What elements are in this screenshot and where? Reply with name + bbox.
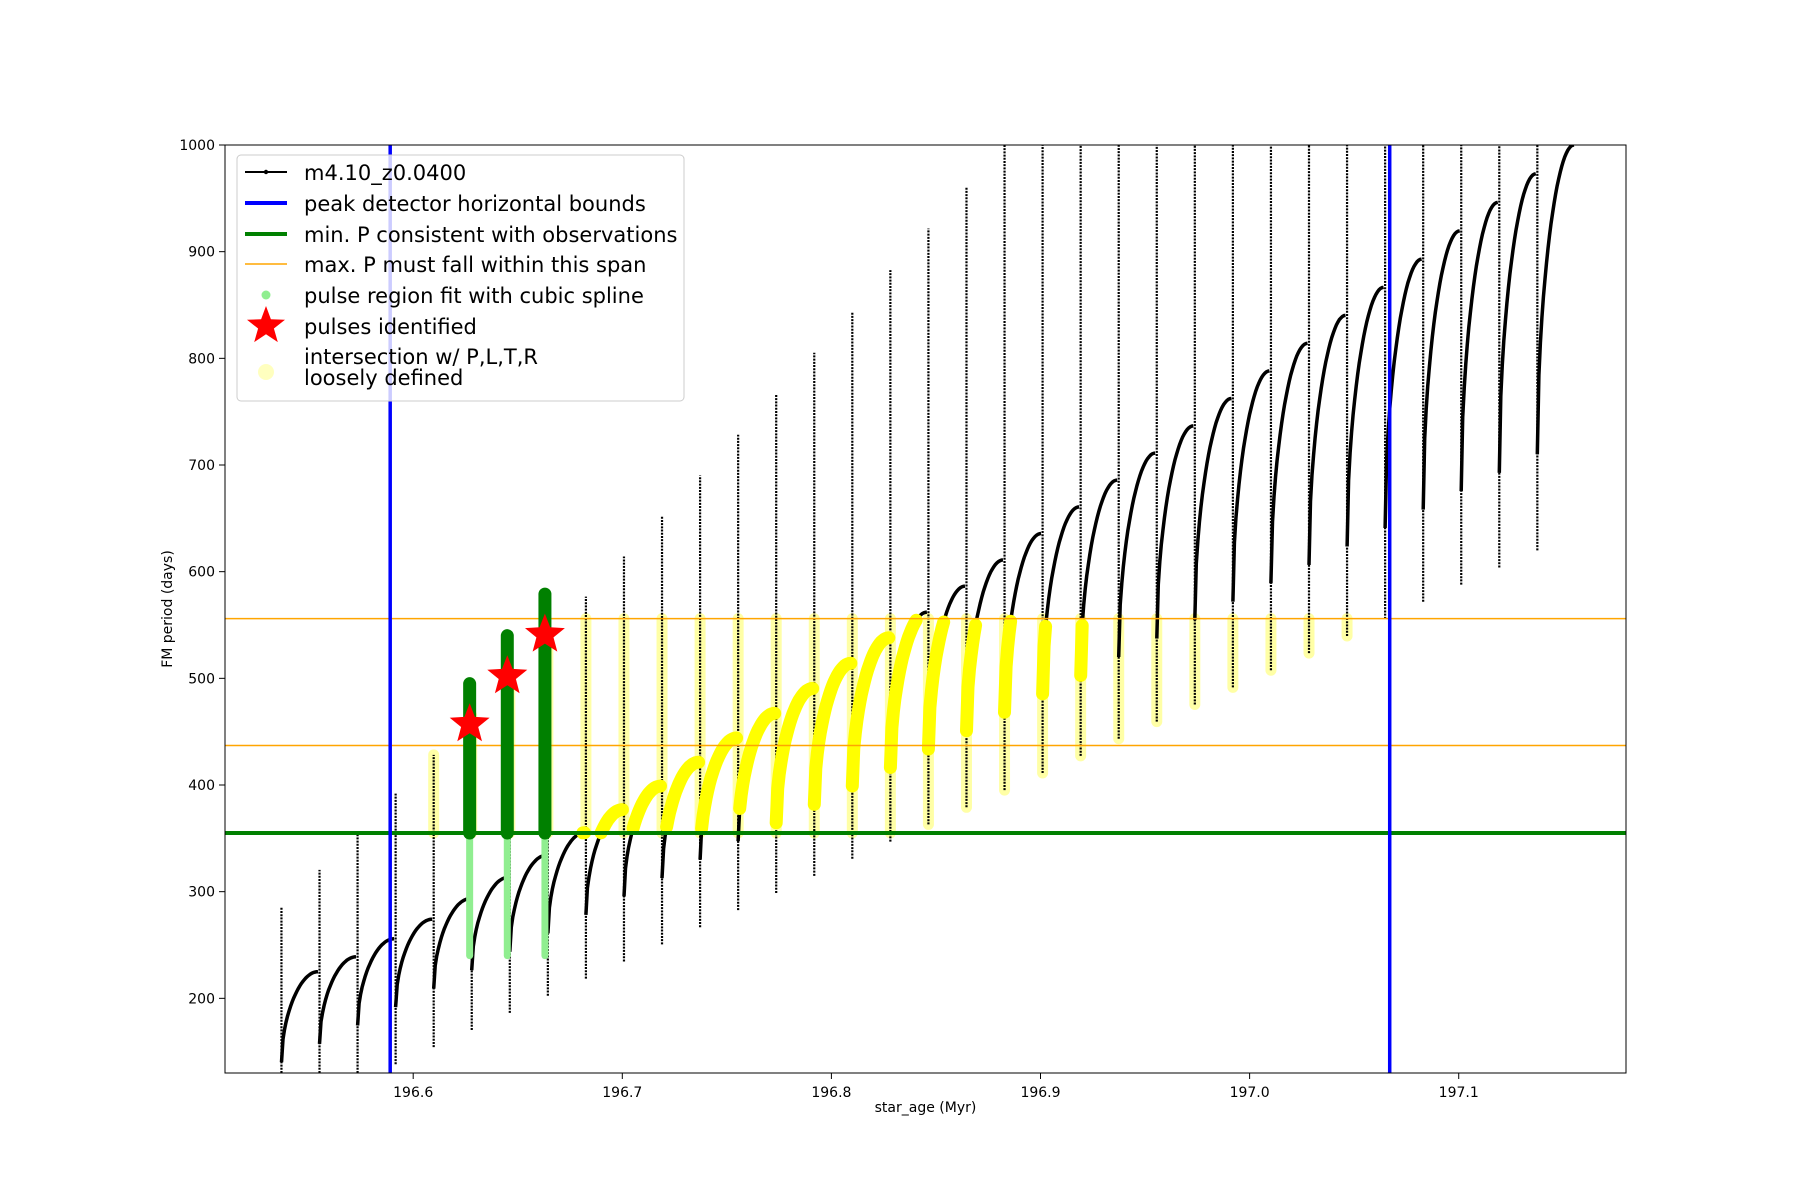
horizontal-lines: [225, 617, 1626, 835]
legend-entry-spline: pulse region fit with cubic spline: [261, 284, 644, 308]
x-axis-label: star_age (Myr): [875, 1100, 977, 1116]
track-segment: [393, 917, 433, 1008]
legend-entry-bounds: peak detector horizontal bounds: [245, 192, 646, 216]
x-tick-label: 196.8: [811, 1085, 851, 1101]
track-segment: [508, 853, 547, 952]
intersection-segment: [594, 803, 629, 840]
legend-label-track: m4.10_z0.0400: [304, 161, 466, 186]
intersection-segment: [695, 731, 744, 835]
track-segment: [431, 896, 471, 989]
intersection-segment: [733, 706, 782, 815]
track-segment: [317, 955, 357, 1045]
track-segment: [1421, 229, 1461, 510]
track-segment: [1535, 145, 1575, 455]
track-segment: [1497, 172, 1537, 473]
track-segment: [355, 937, 395, 1026]
x-tick-label: 196.7: [602, 1085, 642, 1101]
x-tick-label: 196.6: [393, 1085, 433, 1101]
track-segment: [1040, 505, 1080, 694]
legend-entry-stars: pulses identified: [247, 306, 477, 343]
legend-label-max-p: max. P must fall within this span: [304, 253, 646, 277]
track-segment: [469, 875, 509, 971]
legend-label-bounds: peak detector horizontal bounds: [304, 192, 646, 216]
y-tick-label: 700: [188, 458, 215, 474]
track-segment: [1078, 478, 1118, 676]
legend-entry-track: m4.10_z0.0400: [245, 161, 466, 186]
legend-entry-intersection: intersection w/ P,L,T,R loosely defined: [258, 345, 545, 390]
track-segment: [279, 969, 319, 1063]
y-axis-ticks: 200 300 400 500 600 700 800 900 1000: [179, 138, 225, 1007]
intersection-segment: [769, 682, 820, 830]
y-tick-label: 800: [188, 351, 215, 367]
y-tick-label: 300: [188, 885, 215, 901]
x-tick-label: 197.0: [1230, 1085, 1270, 1101]
intersection-segment: [921, 615, 951, 756]
legend: m4.10_z0.0400 peak detector horizontal b…: [236, 154, 685, 402]
y-tick-label: 400: [188, 778, 215, 794]
track-segment: [1193, 396, 1232, 621]
track-segment: [1269, 341, 1308, 584]
intersection-segment: [660, 755, 706, 834]
intersection-segment: [960, 618, 983, 738]
y-tick-label: 500: [188, 671, 215, 687]
track-segment: [1155, 424, 1194, 639]
intersection-segment: [1036, 619, 1053, 701]
pulse-stars: [449, 613, 565, 742]
legend-star-icon: [247, 306, 285, 343]
intersection-segment: [845, 631, 896, 793]
x-axis-ticks: 196.6 196.7 196.8 196.9 197.0 197.1: [393, 1073, 1479, 1101]
track-segment: [1307, 313, 1346, 565]
track-segment: [1345, 285, 1384, 547]
plot-area: [225, 145, 1626, 1073]
legend-label-min-p: min. P consistent with observations: [304, 223, 677, 247]
legend-frame: [236, 154, 685, 402]
pulse-star: [487, 655, 528, 694]
plot-frame: [224, 144, 1627, 1074]
y-axis-label: FM period (days): [160, 550, 176, 668]
legend-label-intersection-line1: intersection w/ P,L,T,R: [304, 345, 538, 369]
x-tick-label: 197.1: [1439, 1085, 1479, 1101]
legend-label-intersection: intersection w/ P,L,T,R loosely defined: [304, 345, 545, 390]
y-tick-label: 200: [188, 991, 215, 1007]
legend-entry-max-p: max. P must fall within this span: [245, 253, 646, 277]
y-tick-label: 900: [188, 245, 215, 261]
intersection-segment: [1074, 619, 1089, 682]
intersection-segment: [998, 614, 1018, 719]
legend-label-intersection-line2: loosely defined: [304, 366, 463, 390]
y-tick-label: 1000: [179, 138, 215, 154]
intersection-segment: [626, 779, 667, 835]
legend-label-spline: pulse region fit with cubic spline: [304, 284, 644, 308]
intersection-segment: [883, 613, 923, 774]
track-segment: [1116, 451, 1156, 658]
legend-label-stars: pulses identified: [304, 315, 477, 339]
pulse-star: [525, 613, 565, 652]
intersection-segment: [807, 656, 858, 811]
x-tick-label: 196.9: [1020, 1085, 1060, 1101]
y-tick-label: 600: [188, 565, 215, 581]
legend-entry-min-p: min. P consistent with observations: [245, 223, 677, 247]
pulse-star: [449, 703, 490, 742]
track-segment: [1459, 200, 1499, 492]
track-segment: [1231, 369, 1270, 602]
